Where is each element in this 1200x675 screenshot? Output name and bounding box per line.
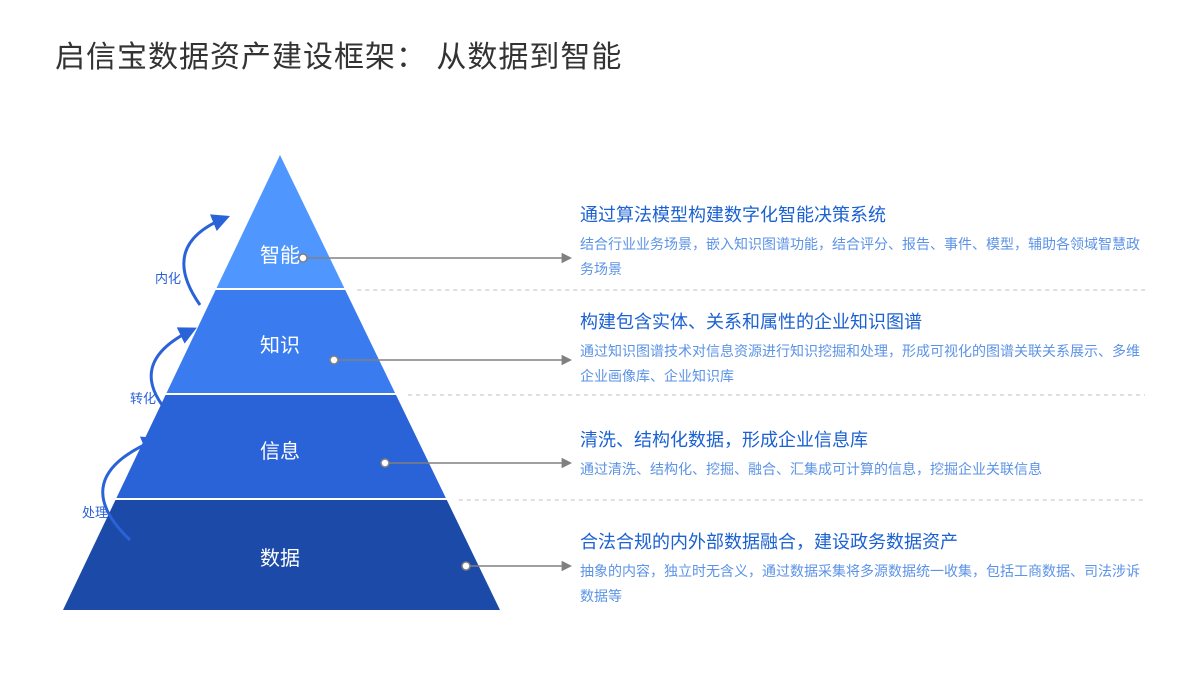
- pyramid-label-0: 智能: [260, 244, 300, 267]
- desc-title-1: 构建包含实体、关系和属性的企业知识图谱: [580, 310, 1140, 335]
- desc-block-3: 合法合规的内外部数据融合，建设政务数据资产抽象的内容，独立时无含义，通过数据采集…: [580, 530, 1140, 608]
- connector-dot-3: [462, 562, 470, 570]
- connector-dot-0: [299, 254, 307, 262]
- side-label-1: 转化: [130, 388, 156, 407]
- desc-body-2: 通过清洗、结构化、挖掘、融合、汇集成可计算的信息，挖掘企业关联信息: [580, 457, 1140, 482]
- connector-dot-2: [381, 459, 389, 467]
- desc-block-1: 构建包含实体、关系和属性的企业知识图谱通过知识图谱技术对信息资源进行知识挖掘和处…: [580, 310, 1140, 388]
- connector-dot-1: [330, 356, 338, 364]
- desc-block-0: 通过算法模型构建数字化智能决策系统结合行业业务场景，嵌入知识图谱功能，结合评分、…: [580, 203, 1140, 281]
- desc-body-3: 抽象的内容，独立时无含义，通过数据采集将多源数据统一收集，包括工商数据、司法涉诉…: [580, 559, 1140, 608]
- desc-title-2: 清洗、结构化数据，形成企业信息库: [580, 428, 1140, 453]
- pyramid-level-0: [216, 155, 346, 290]
- desc-title-3: 合法合规的内外部数据融合，建设政务数据资产: [580, 530, 1140, 555]
- desc-block-2: 清洗、结构化数据，形成企业信息库通过清洗、结构化、挖掘、融合、汇集成可计算的信息…: [580, 428, 1140, 482]
- side-label-0: 内化: [155, 268, 181, 287]
- desc-body-1: 通过知识图谱技术对信息资源进行知识挖掘和处理，形成可视化的图谱关联关系展示、多维…: [580, 339, 1140, 388]
- pyramid-label-1: 知识: [260, 334, 300, 357]
- pyramid-label-3: 数据: [260, 547, 300, 570]
- slide-root: 启信宝数据资产建设框架： 从数据到智能 智能知识信息数据 通过算法模型构建数字化…: [0, 0, 1200, 675]
- pyramid-label-2: 信息: [260, 440, 300, 463]
- desc-title-0: 通过算法模型构建数字化智能决策系统: [580, 203, 1140, 228]
- side-label-2: 处理: [82, 502, 108, 521]
- desc-body-0: 结合行业业务场景，嵌入知识图谱功能，结合评分、报告、事件、模型，辅助各领域智慧政…: [580, 232, 1140, 281]
